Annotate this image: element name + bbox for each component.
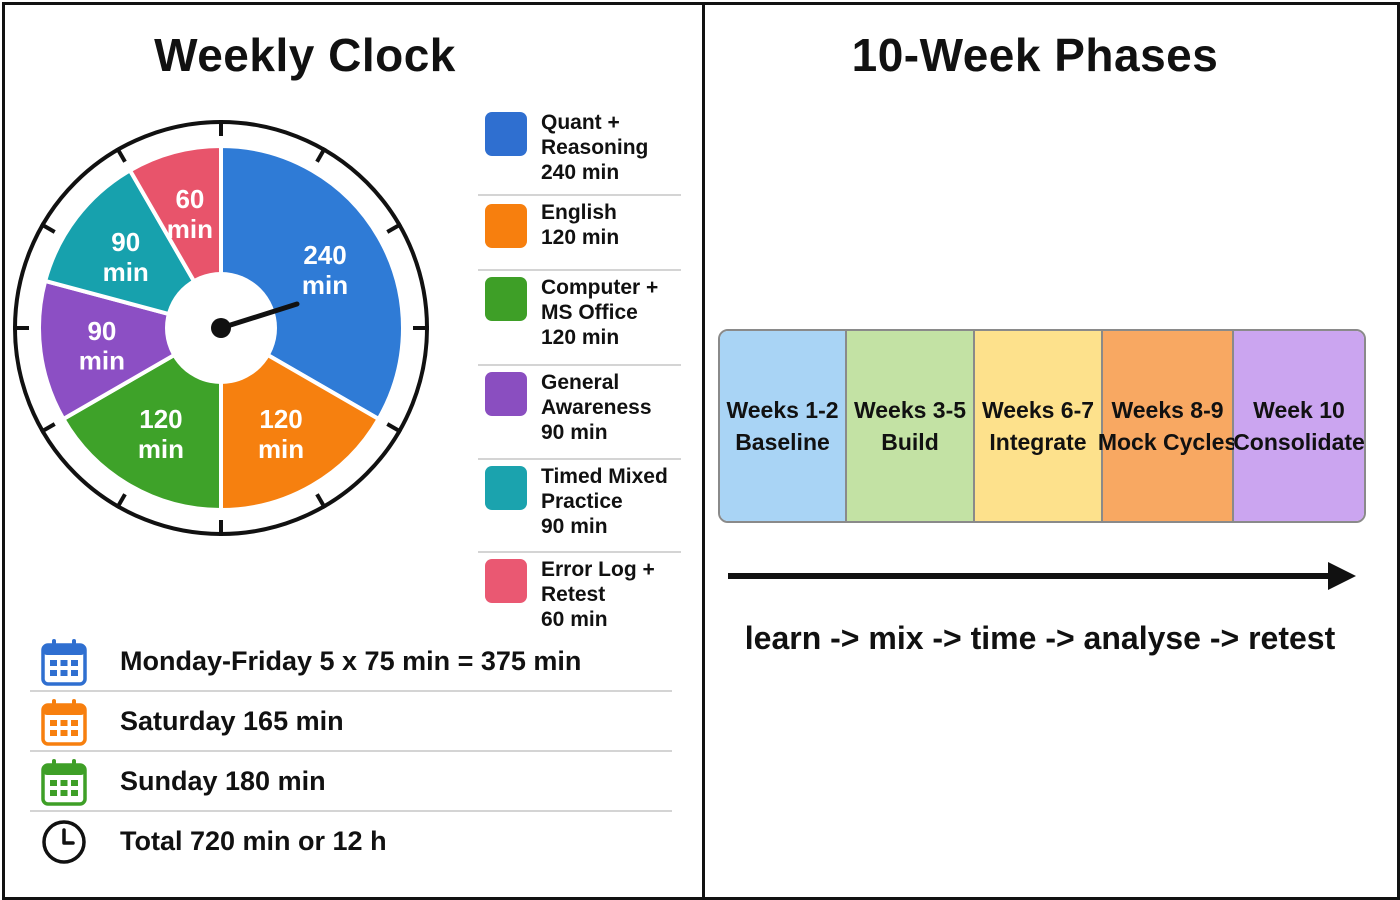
legend-item: English 120 min: [478, 196, 681, 271]
legend: Quant + Reasoning 240 min English 120 min Com…: [478, 106, 681, 645]
legend-label: Computer + MS Office 120 min: [541, 276, 659, 349]
slice-value-label: 90 min: [79, 316, 125, 376]
legend-label: Error Log + Retest 60 min: [541, 558, 655, 631]
legend-swatch: [485, 559, 527, 603]
pie-slice: [37, 278, 223, 421]
clock-tick: [386, 422, 403, 434]
legend-item: Quant + Reasoning 240 min: [478, 106, 681, 196]
slice-value-label: 120 min: [138, 404, 184, 464]
schedule-text: Total 720 min or 12 h: [120, 826, 387, 856]
legend-label: Quant + Reasoning 240 min: [541, 111, 649, 184]
phase-weeks: Weeks 6-7: [981, 397, 1095, 423]
clock-tick: [386, 222, 403, 234]
weekly-clock-chart: 240 min 120 min 120 min 90 min 90 min 60 min: [13, 120, 429, 536]
clock-tick: [315, 146, 327, 163]
schedule-row: Saturday 165 min: [30, 692, 672, 752]
legend-label: English 120 min: [541, 201, 620, 249]
phase-name: Integrate: [989, 429, 1087, 455]
weekly-schedule: Monday-Friday 5 x 75 min = 375 min Satur…: [30, 632, 672, 872]
phase-timeline: Weeks 1-2 Baseline Weeks 3-5 Build Weeks 6-7…: [718, 329, 1366, 523]
phase-block: Weeks 6-7 Integrate: [975, 331, 1103, 521]
schedule-row: Sunday 180 min: [30, 752, 672, 812]
schedule-text: Saturday 165 min: [120, 706, 344, 736]
calendar-icon: [40, 757, 88, 812]
phase-block: Weeks 3-5 Build: [847, 331, 975, 521]
panel-divider: [702, 5, 705, 897]
slice-value-label: 120 min: [258, 404, 304, 464]
legend-swatch: [485, 204, 527, 248]
legend-item: Error Log + Retest 60 min: [478, 553, 681, 645]
phases-title: 10-Week Phases: [851, 29, 1219, 81]
clock-hand: [218, 301, 300, 331]
phase-block: Weeks 1-2 Baseline: [720, 331, 847, 521]
phase-block: Weeks 8-9 Mock Cycles: [1098, 331, 1237, 521]
slice-value-label: 240 min: [302, 240, 348, 300]
calendar-icon: [40, 637, 88, 692]
phase-weeks: Week 10: [1253, 397, 1345, 423]
phase-block: Week 10 Consolidate: [1233, 331, 1365, 521]
phase-name: Baseline: [735, 429, 830, 455]
slice-value-label: 60 min: [167, 184, 213, 244]
legend-item: Timed Mixed Practice 90 min: [478, 460, 681, 553]
legend-label: Timed Mixed Practice 90 min: [541, 465, 668, 538]
schedule-text: Monday-Friday 5 x 75 min = 375 min: [120, 646, 582, 676]
weekly-clock-title: Weekly Clock: [154, 29, 456, 81]
legend-item: General Awareness 90 min: [478, 366, 681, 460]
timeline-arrow-icon: [728, 562, 1356, 590]
calendar-icon: [40, 697, 88, 752]
legend-swatch: [485, 277, 527, 321]
clock-tick: [115, 493, 127, 510]
legend-item: Computer + MS Office 120 min: [478, 271, 681, 366]
phase-name: Mock Cycles: [1097, 429, 1238, 455]
clock-tick: [39, 222, 56, 234]
pie-slice: [43, 168, 223, 330]
phase-weeks: Weeks 3-5: [853, 397, 967, 423]
schedule-row: Monday-Friday 5 x 75 min = 375 min: [30, 632, 672, 692]
legend-swatch: [485, 112, 527, 156]
legend-swatch: [485, 372, 527, 416]
clock-tick: [115, 146, 127, 163]
clock-tick: [39, 422, 56, 434]
clock-pivot: [211, 318, 231, 338]
phase-name: Build: [881, 429, 939, 455]
clock-hub: [165, 272, 300, 384]
schedule-row: Total 720 min or 12 h: [30, 812, 672, 872]
phase-weeks: Weeks 1-2: [726, 397, 839, 423]
slice-value-label: 90 min: [103, 227, 149, 287]
legend-label: General Awareness 90 min: [541, 371, 652, 444]
process-sequence: learn -> mix -> time -> analyse -> retes…: [744, 620, 1336, 656]
phase-name: Consolidate: [1233, 429, 1365, 455]
pie-slice: [61, 326, 223, 512]
clock-tick: [315, 493, 327, 510]
clock-icon: [40, 817, 88, 872]
schedule-text: Sunday 180 min: [120, 766, 326, 796]
phase-weeks: Weeks 8-9: [1111, 397, 1224, 423]
legend-swatch: [485, 466, 527, 510]
clock-slice-labels: 240 min 120 min 120 min 90 min 90 min 60 min: [79, 184, 348, 464]
pie-slice: [219, 326, 381, 512]
clock-slices: [37, 144, 405, 512]
